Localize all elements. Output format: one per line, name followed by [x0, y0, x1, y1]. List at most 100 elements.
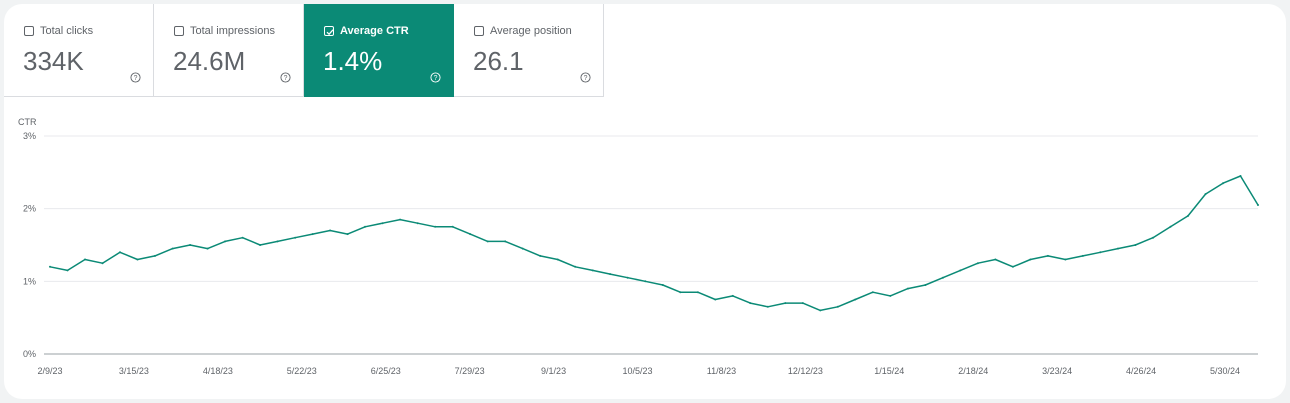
help-circle-icon[interactable]: ?	[430, 72, 441, 83]
ctr-data-point	[644, 280, 647, 283]
ctr-data-point	[1222, 182, 1224, 185]
svg-text:?: ?	[284, 75, 288, 82]
ctr-data-point	[1029, 258, 1032, 261]
ctr-data-point	[1081, 254, 1084, 257]
y-tick-label: 1%	[23, 276, 36, 286]
ctr-data-point	[101, 262, 104, 265]
checkbox-icon[interactable]	[24, 26, 34, 36]
ctr-data-point	[136, 258, 139, 261]
ctr-data-point	[714, 298, 717, 301]
ctr-data-point	[854, 298, 857, 301]
ctr-data-point	[1046, 254, 1049, 257]
ctr-data-point	[784, 302, 787, 305]
ctr-data-point	[381, 222, 384, 225]
x-tick-label: 10/5/23	[622, 366, 652, 376]
ctr-data-point	[504, 240, 507, 243]
x-tick-label: 6/25/23	[371, 366, 401, 376]
x-tick-label: 9/1/23	[541, 366, 566, 376]
metric-card-average-position[interactable]: Average position 26.1 ?	[454, 4, 604, 97]
svg-text:?: ?	[134, 75, 138, 82]
x-tick-label: 1/15/24	[874, 366, 904, 376]
ctr-data-point	[924, 284, 927, 286]
help-circle-icon[interactable]: ?	[280, 72, 291, 83]
ctr-data-point	[871, 291, 874, 294]
ctr-data-point	[119, 251, 121, 254]
metric-label: Average CTR	[340, 25, 409, 37]
ctr-data-point	[539, 254, 542, 257]
ctr-data-point	[731, 294, 734, 297]
x-tick-label: 2/9/23	[37, 366, 62, 376]
ctr-data-point	[749, 302, 752, 305]
help-circle-icon[interactable]: ?	[580, 72, 591, 83]
ctr-data-point	[189, 244, 192, 246]
y-tick-label: 0%	[23, 349, 36, 359]
svg-text:?: ?	[434, 75, 438, 82]
ctr-data-point	[941, 276, 944, 279]
metric-label: Average position	[490, 25, 572, 37]
ctr-data-point	[364, 225, 367, 228]
ctr-data-point	[1152, 236, 1154, 239]
ctr-data-point	[591, 269, 594, 272]
y-axis-label: CTR	[18, 117, 37, 127]
ctr-data-point	[346, 233, 349, 236]
metric-value: 334K	[23, 46, 84, 76]
ctr-data-point	[801, 302, 804, 305]
ctr-data-point	[1187, 214, 1189, 217]
checkbox-icon[interactable]	[174, 26, 184, 36]
y-tick-label: 3%	[23, 131, 36, 141]
x-tick-label: 2/18/24	[958, 366, 988, 376]
ctr-data-point	[1099, 251, 1102, 254]
checkbox-checked-icon[interactable]	[324, 26, 334, 36]
metric-card-average-ctr[interactable]: Average CTR 1.4% ?	[304, 4, 454, 97]
ctr-data-point	[661, 284, 664, 286]
metric-card-total-impressions[interactable]: Total impressions 24.6M ?	[154, 4, 304, 97]
x-tick-label: 12/12/23	[788, 366, 823, 376]
ctr-data-point	[1257, 204, 1259, 206]
ctr-data-point	[206, 247, 209, 250]
checkbox-icon[interactable]	[474, 26, 484, 36]
ctr-data-point	[224, 240, 227, 243]
ctr-data-point	[994, 258, 997, 261]
x-tick-label: 3/15/23	[119, 366, 149, 376]
ctr-data-point	[1134, 244, 1137, 246]
ctr-data-point	[1064, 258, 1067, 261]
ctr-data-point	[906, 287, 909, 290]
ctr-data-point	[171, 247, 174, 250]
help-circle-icon[interactable]: ?	[130, 72, 141, 83]
x-tick-label: 7/29/23	[455, 366, 485, 376]
metric-card-total-clicks[interactable]: Total clicks 334K ?	[4, 4, 154, 97]
ctr-data-point	[399, 218, 402, 221]
metric-label: Total clicks	[40, 25, 94, 37]
ctr-data-point	[66, 269, 69, 272]
ctr-data-point	[1204, 193, 1207, 196]
x-tick-label: 4/26/24	[1126, 366, 1156, 376]
x-tick-label: 11/8/23	[707, 366, 736, 376]
ctr-data-point	[976, 262, 979, 265]
ctr-data-point	[241, 236, 244, 239]
x-tick-label: 5/30/24	[1210, 366, 1240, 376]
ctr-data-point	[486, 240, 489, 243]
metric-value: 1.4%	[323, 46, 383, 76]
svg-text:?: ?	[584, 75, 588, 82]
ctr-data-point	[416, 222, 419, 225]
ctr-data-point	[1169, 225, 1172, 228]
ctr-data-point	[626, 276, 629, 279]
ctr-data-point	[766, 305, 769, 308]
ctr-data-point	[451, 225, 454, 228]
ctr-data-point	[521, 247, 524, 250]
ctr-data-point	[959, 269, 962, 272]
ctr-data-point	[696, 291, 699, 294]
metric-value: 24.6M	[173, 46, 246, 76]
x-tick-label: 3/23/24	[1042, 366, 1072, 376]
ctr-data-point	[819, 309, 822, 312]
ctr-data-point	[276, 240, 279, 243]
ctr-data-point	[836, 305, 839, 308]
ctr-line-chart: CTR 0% 1% 2% 3% 2/9/23 3/15/23 4/18/23 5/22/23 6/…	[18, 117, 1259, 376]
metric-cards: Total clicks 334K ? Total impressions 24…	[4, 4, 604, 97]
ctr-data-point	[556, 258, 559, 261]
ctr-data-point	[154, 254, 156, 257]
ctr-data-point	[294, 236, 297, 239]
ctr-data-point	[889, 294, 892, 297]
ctr-data-point	[434, 225, 437, 228]
ctr-data-point	[311, 233, 314, 236]
